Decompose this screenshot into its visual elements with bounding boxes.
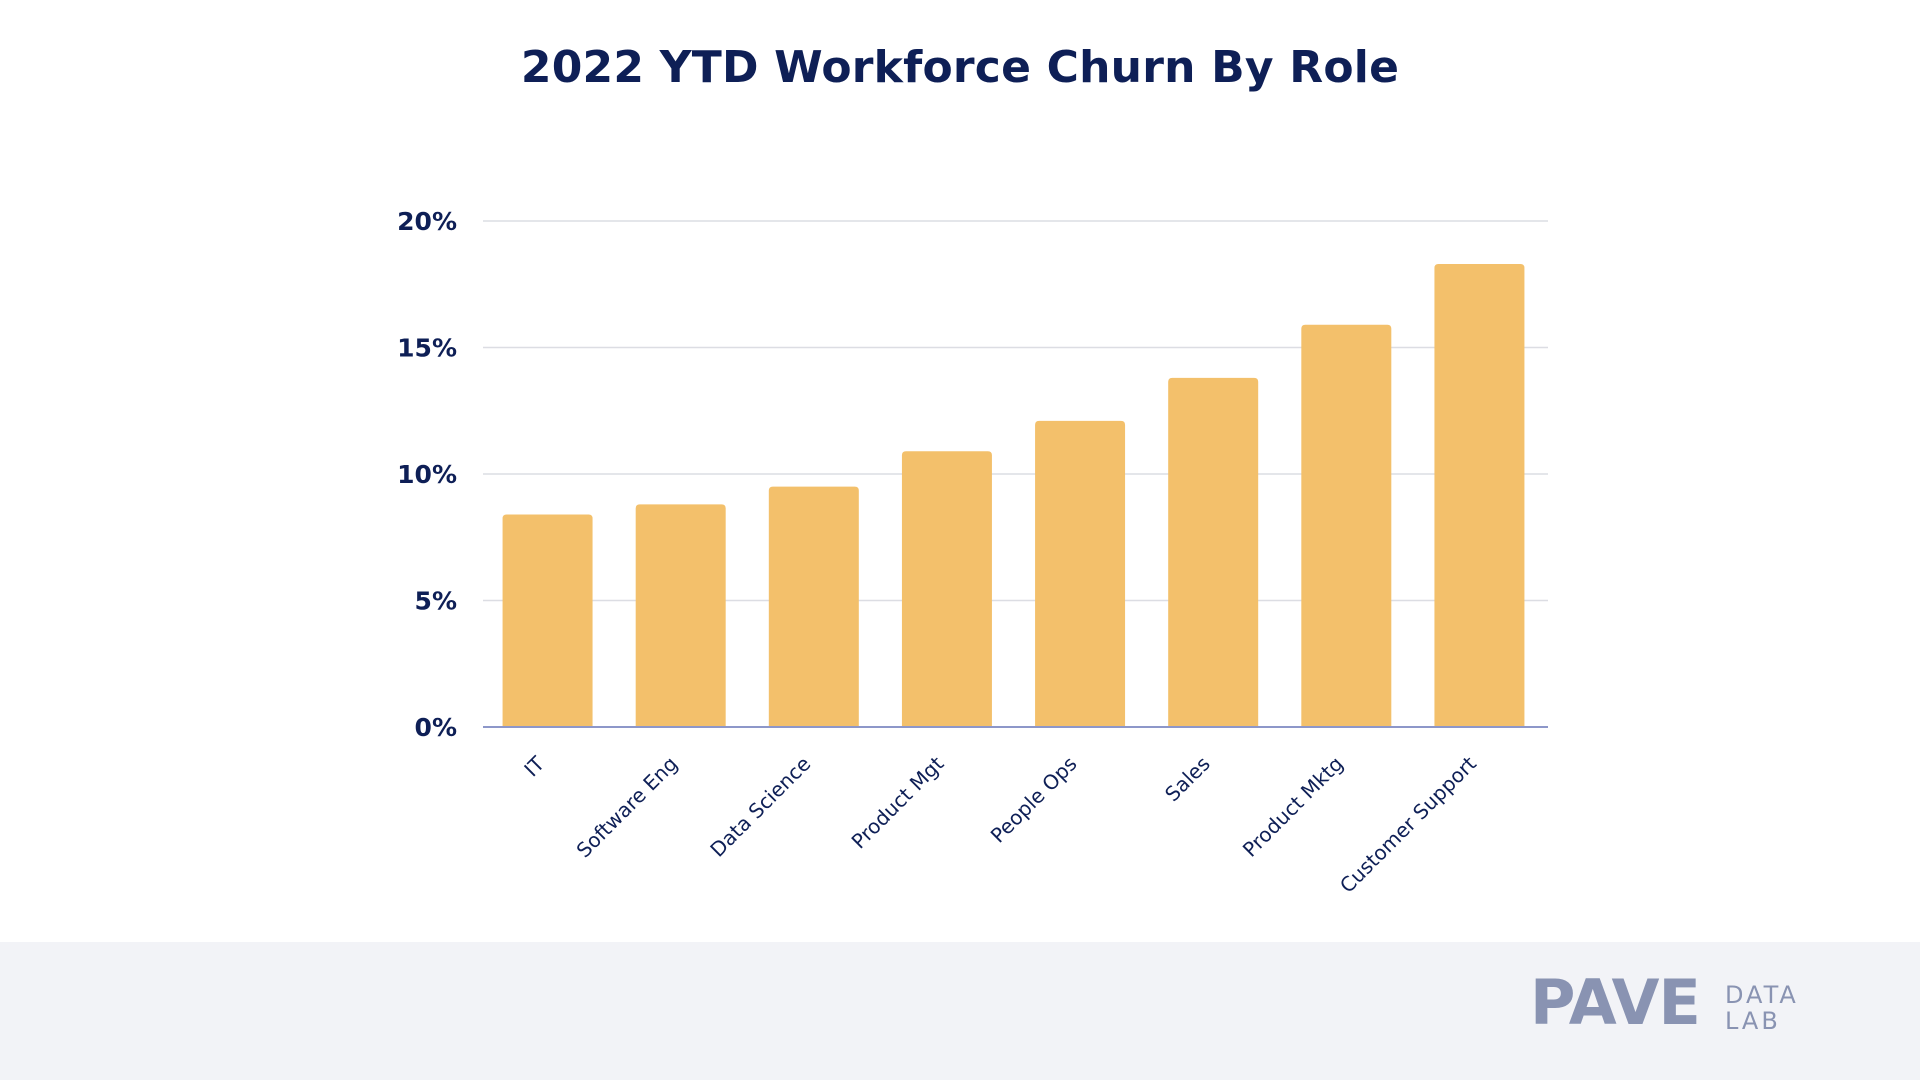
footer-bar: PAVE DATA LAB <box>0 942 1920 1080</box>
x-tick-label: Sales <box>1160 752 1215 807</box>
x-tick-label: Software Eng <box>572 752 683 863</box>
bar <box>1168 377 1259 727</box>
bar <box>768 486 859 727</box>
y-tick-label: 5% <box>415 587 457 616</box>
bar-chart: 0% 5% 10% 15% 20% IT Software Eng Data Science P… <box>397 207 1548 898</box>
bar <box>502 514 593 727</box>
x-tick-label: IT <box>519 751 549 781</box>
x-tick-label: Customer Support <box>1335 751 1481 897</box>
y-tick-label: 0% <box>415 713 457 742</box>
x-tick-label: People Ops <box>986 752 1082 848</box>
logo-wordmark: PAVE <box>1530 966 1701 1039</box>
pave-data-lab-logo: PAVE DATA LAB <box>1530 972 1830 1052</box>
y-tick-label: 10% <box>397 460 457 489</box>
logo-subtitle-line-2: LAB <box>1725 1007 1781 1035</box>
logo-subtitle: DATA LAB <box>1725 982 1799 1034</box>
x-tick-label: Data Science <box>705 752 815 862</box>
logo-subtitle-line-1: DATA <box>1725 981 1799 1009</box>
chart-title: 2022 YTD Workforce Churn By Role <box>520 42 1400 93</box>
bar <box>1301 324 1392 727</box>
bar <box>1035 420 1126 727</box>
x-tick-label: Product Mktg <box>1238 752 1348 862</box>
y-tick-label: 15% <box>397 334 457 363</box>
y-tick-label: 20% <box>397 207 457 236</box>
bar <box>901 451 992 727</box>
bar <box>1434 264 1525 727</box>
bar <box>635 504 726 727</box>
x-tick-label: Product Mgt <box>847 751 949 853</box>
